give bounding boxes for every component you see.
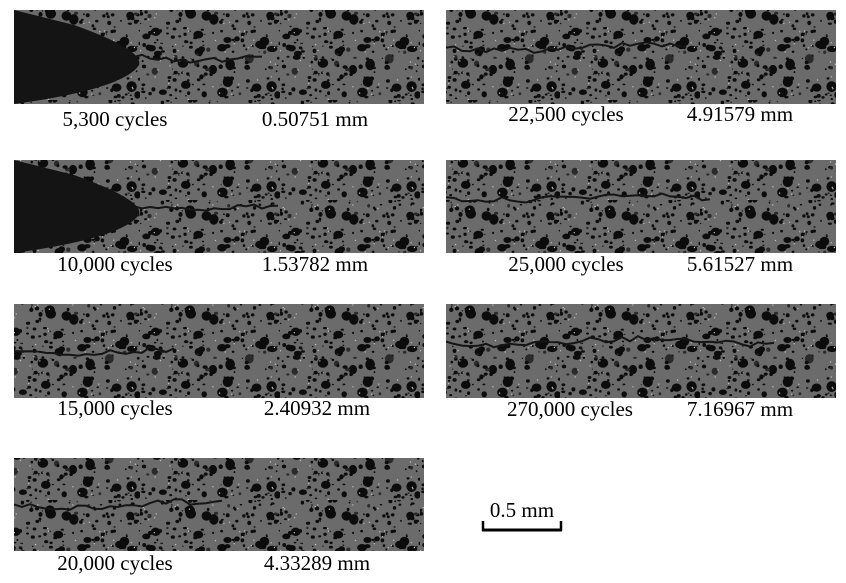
crack-length-label: 4.91579 mm: [687, 102, 793, 126]
cycles-label: 25,000 cycles: [508, 252, 623, 276]
panel: 25,000 cycles 5.61527 mm: [446, 160, 836, 276]
micrograph: [446, 10, 836, 104]
micrograph: [446, 160, 836, 253]
cycles-label: 22,500 cycles: [508, 102, 623, 126]
panel: 22,500 cycles 4.91579 mm: [446, 10, 836, 126]
micrograph: [14, 304, 424, 398]
panel: 270,000 cycles 7.16967 mm: [446, 304, 836, 421]
crack-length-label: 1.53782 mm: [262, 252, 368, 276]
cycles-label: 15,000 cycles: [57, 396, 172, 420]
micrograph: [446, 304, 836, 398]
cycles-label: 270,000 cycles: [507, 397, 633, 421]
figure: 5,300 cycles 0.50751 mm 10,000 cycles 1.537…: [0, 0, 846, 583]
micrograph: [14, 458, 424, 551]
crack-length-label: 4.33289 mm: [264, 551, 370, 575]
panel: 20,000 cycles 4.33289 mm: [14, 458, 424, 575]
crack-length-label: 0.50751 mm: [262, 107, 368, 131]
panel: 10,000 cycles 1.53782 mm: [14, 160, 424, 276]
panels: 5,300 cycles 0.50751 mm 10,000 cycles 1.537…: [14, 10, 836, 575]
crack-length-label: 7.16967 mm: [687, 397, 793, 421]
panel: 15,000 cycles 2.40932 mm: [14, 304, 424, 420]
panel: 5,300 cycles 0.50751 mm: [14, 10, 424, 131]
cycles-label: 10,000 cycles: [57, 252, 172, 276]
cycles-label: 5,300 cycles: [63, 107, 168, 131]
cycles-label: 20,000 cycles: [57, 551, 172, 575]
scale-bar-label: 0.5 mm: [490, 498, 554, 522]
crack-length-label: 5.61527 mm: [687, 252, 793, 276]
crack-length-label: 2.40932 mm: [264, 396, 370, 420]
